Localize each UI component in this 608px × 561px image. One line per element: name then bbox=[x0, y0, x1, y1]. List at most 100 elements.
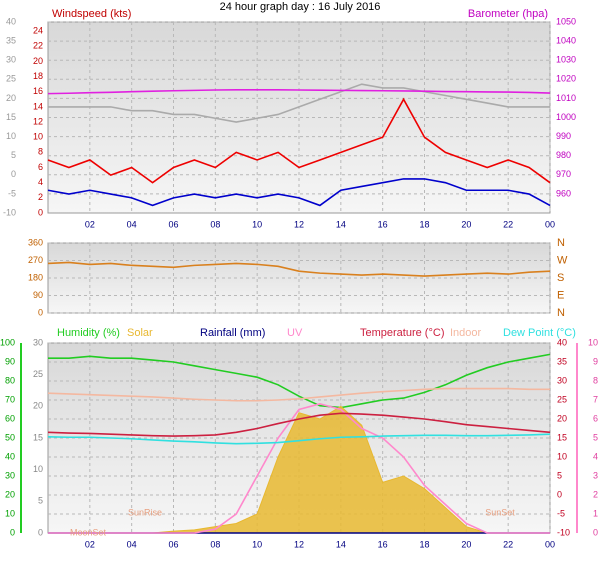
y3-tick-label: 25 bbox=[6, 74, 16, 84]
y2-tick-label: 990 bbox=[556, 131, 571, 141]
y3-tick-label: -10 bbox=[3, 207, 16, 217]
legend-entry: Temperature (°C) bbox=[360, 327, 444, 339]
y3-tick-label: 20 bbox=[6, 93, 16, 103]
x-tick-label: 10 bbox=[252, 539, 262, 549]
y2-tick-label: 1010 bbox=[556, 93, 576, 103]
y2-tick-label: 1030 bbox=[556, 55, 576, 65]
y2-tick-label: 1040 bbox=[556, 35, 576, 45]
x-tick-label: 20 bbox=[461, 539, 471, 549]
y-tick-label: 70 bbox=[5, 394, 15, 404]
x-tick-label: 06 bbox=[168, 219, 178, 229]
x-tick-label: 12 bbox=[294, 219, 304, 229]
annotation: SunRise bbox=[128, 507, 162, 517]
x-tick-label: 18 bbox=[419, 539, 429, 549]
y-tick-label: 30 bbox=[5, 470, 15, 480]
x-tick-label: 08 bbox=[210, 539, 220, 549]
y-tick-label: 2 bbox=[38, 192, 43, 202]
y-tick-label: 100 bbox=[0, 337, 15, 347]
y4-tick-label: 10 bbox=[588, 337, 598, 347]
y-tick-label: 22 bbox=[33, 41, 43, 51]
line bbox=[47, 433, 551, 445]
y-tick-label: 270 bbox=[28, 255, 43, 265]
y2-tick-label: 10 bbox=[557, 451, 567, 461]
x-tick-label: 06 bbox=[168, 539, 178, 549]
x-tick-label: 14 bbox=[336, 219, 346, 229]
y3-tick-label: 30 bbox=[6, 55, 16, 65]
legend-entry: Rainfall (mm) bbox=[200, 327, 265, 339]
y4-tick-label: 0 bbox=[593, 527, 598, 537]
y2-tick-label: 20 bbox=[557, 413, 567, 423]
line bbox=[47, 412, 551, 437]
y-tick-label: 60 bbox=[5, 413, 15, 423]
legend-entry: UV bbox=[287, 327, 303, 339]
x-tick-label: 00 bbox=[545, 539, 555, 549]
y4-tick-label: 1 bbox=[593, 508, 598, 518]
legend-entry: Humidity (%) bbox=[57, 327, 120, 339]
line bbox=[47, 387, 550, 402]
y3-tick-label: 25 bbox=[33, 369, 43, 379]
y-tick-label: 20 bbox=[5, 489, 15, 499]
legend-entry: Indoor bbox=[450, 327, 482, 339]
y-tick-label: 12 bbox=[33, 116, 43, 126]
y-tick-label: 0 bbox=[38, 307, 43, 317]
x-tick-label: 22 bbox=[503, 539, 513, 549]
line bbox=[48, 353, 551, 409]
y-axis-title: Windspeed (kts) bbox=[52, 8, 131, 20]
x-tick-label: 14 bbox=[336, 539, 346, 549]
y3-tick-label: 35 bbox=[6, 35, 16, 45]
y3-tick-label: 40 bbox=[6, 16, 16, 26]
annotation: MoonSet bbox=[70, 527, 107, 537]
y2-tick-label: 40 bbox=[557, 337, 567, 347]
x-tick-label: 22 bbox=[503, 219, 513, 229]
y3-tick-label: 20 bbox=[33, 401, 43, 411]
line bbox=[47, 97, 551, 184]
y2-tick-label: N bbox=[557, 237, 565, 249]
y3-tick-label: 10 bbox=[6, 131, 16, 141]
y2-tick-label: 1000 bbox=[556, 112, 576, 122]
y-tick-label: 10 bbox=[33, 132, 43, 142]
x-tick-label: 04 bbox=[127, 219, 137, 229]
y2-tick-label: W bbox=[557, 254, 568, 266]
y-tick-label: 20 bbox=[33, 56, 43, 66]
x-tick-label: 00 bbox=[545, 219, 555, 229]
y-tick-label: 360 bbox=[28, 237, 43, 247]
y-tick-label: 10 bbox=[5, 508, 15, 518]
x-tick-label: 20 bbox=[461, 219, 471, 229]
y4-tick-label: 9 bbox=[593, 356, 598, 366]
y2-tick-label: 1020 bbox=[556, 74, 576, 84]
line bbox=[47, 89, 551, 95]
y2-tick-label: N bbox=[557, 307, 565, 319]
y2-tick-label: 1050 bbox=[556, 16, 576, 26]
y3-tick-label: 5 bbox=[11, 150, 16, 160]
y3-tick-label: 15 bbox=[33, 432, 43, 442]
y-tick-label: 90 bbox=[5, 356, 15, 366]
y4-tick-label: 8 bbox=[593, 375, 598, 385]
y2-tick-label: 35 bbox=[557, 356, 567, 366]
y3-tick-label: -5 bbox=[8, 188, 16, 198]
legend-entry: Dew Point (°C) bbox=[503, 327, 576, 339]
y3-tick-label: 0 bbox=[38, 527, 43, 537]
y3-tick-label: 10 bbox=[33, 464, 43, 474]
y4-tick-label: 2 bbox=[593, 489, 598, 499]
y2-tick-label: 5 bbox=[557, 470, 562, 480]
line bbox=[47, 178, 551, 207]
x-tick-label: 12 bbox=[294, 539, 304, 549]
y4-tick-label: 6 bbox=[593, 413, 598, 423]
y2-tick-label: 25 bbox=[557, 394, 567, 404]
x-tick-label: 08 bbox=[210, 219, 220, 229]
y-tick-label: 180 bbox=[28, 272, 43, 282]
line bbox=[48, 402, 550, 534]
chart-title: 24 hour graph day : 16 July 2016 bbox=[220, 1, 381, 13]
annotation: SunSet bbox=[485, 507, 515, 517]
y2-tick-label: 30 bbox=[557, 375, 567, 385]
x-tick-label: 02 bbox=[85, 219, 95, 229]
y2-tick-label: 980 bbox=[556, 150, 571, 160]
x-tick-label: 04 bbox=[127, 539, 137, 549]
y-tick-label: 24 bbox=[33, 25, 43, 35]
x-tick-label: 10 bbox=[252, 219, 262, 229]
y-tick-label: 50 bbox=[5, 432, 15, 442]
y-tick-label: 80 bbox=[5, 375, 15, 385]
x-tick-label: 16 bbox=[378, 219, 388, 229]
